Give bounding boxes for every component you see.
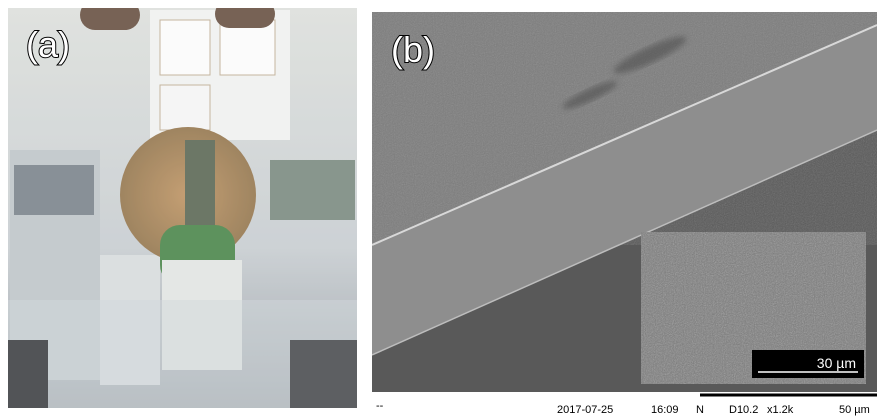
footer-time: 16:09 [651,404,679,416]
footer-marker: -- [376,400,384,412]
footer-detector: D10.2 [729,404,758,416]
sem-b: 30 µm [372,12,877,392]
footer-date: 2017-07-25 [557,404,613,416]
inset-scale-label: 30 µm [817,355,856,371]
figure: (a) 30 µm (b) -- 2017-07-25 16:09 N D10.… [0,0,877,417]
footer-mode: N [696,404,704,416]
footer-magnification: x1.2k [767,404,794,416]
sem-footer: -- 2017-07-25 16:09 N D10.2 x1.2k 50 µm [376,395,877,416]
panel-label: (b) [391,29,435,70]
footer-scale: 50 µm [839,404,870,416]
panel-label: (a) [26,24,70,65]
